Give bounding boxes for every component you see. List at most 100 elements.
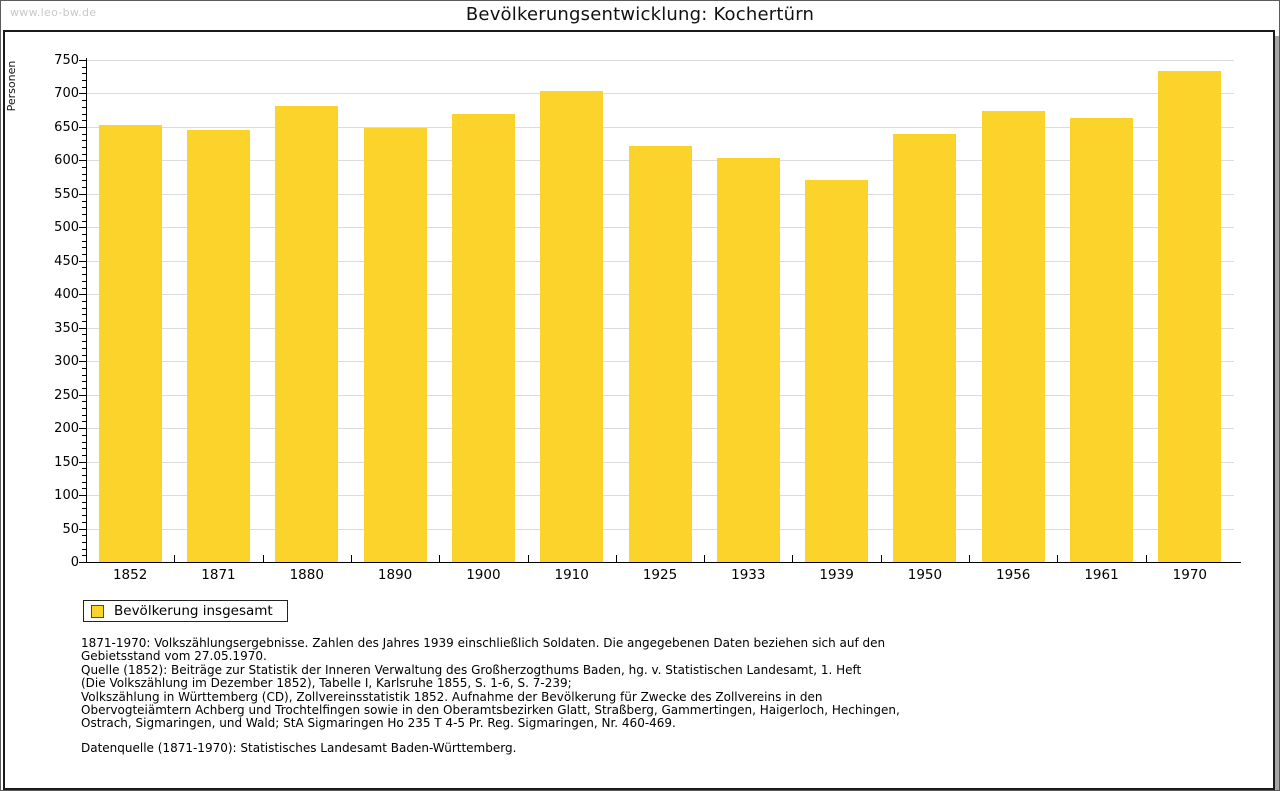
x-boundary-tick xyxy=(969,555,971,562)
y-tick-label: 50 xyxy=(62,521,79,537)
gridline xyxy=(86,126,1234,128)
y-minor-tick xyxy=(82,421,86,423)
footnote-line: Obervogteiämtern Achberg und Trochtelfin… xyxy=(81,703,900,718)
page-title: Bevölkerungsentwicklung: Kochertürn xyxy=(465,4,815,25)
x-boundary-tick xyxy=(262,555,264,562)
y-minor-tick xyxy=(82,408,86,410)
bar xyxy=(275,106,339,562)
x-tick-label: 1950 xyxy=(907,567,943,583)
y-major-tick xyxy=(79,60,86,61)
y-minor-tick xyxy=(82,354,86,356)
x-tick-label: 1925 xyxy=(642,567,678,583)
y-minor-tick xyxy=(82,140,86,142)
y-major-tick xyxy=(79,361,86,363)
y-minor-tick xyxy=(82,555,86,557)
y-tick-label: 0 xyxy=(70,555,79,570)
bar xyxy=(1070,118,1134,562)
x-tick-label: 1961 xyxy=(1084,567,1119,583)
x-tick-label: 1956 xyxy=(996,567,1031,583)
y-tick-label: 300 xyxy=(54,354,79,370)
y-major-tick xyxy=(79,327,86,329)
y-major-tick xyxy=(79,461,86,463)
x-boundary-tick xyxy=(350,555,352,562)
x-tick-label: 1933 xyxy=(731,567,766,583)
y-minor-tick xyxy=(82,321,86,323)
x-tick-label: 1871 xyxy=(201,567,236,583)
footnote-line: Quelle (1852): Beiträge zur Statistik de… xyxy=(81,662,862,677)
y-minor-tick xyxy=(82,414,86,416)
y-minor-tick xyxy=(82,240,86,242)
y-minor-tick xyxy=(82,501,86,503)
x-tick-label: 1880 xyxy=(289,567,324,583)
y-tick-label: 350 xyxy=(54,320,79,336)
y-major-tick xyxy=(79,227,86,229)
y-minor-tick xyxy=(82,167,86,169)
x-tick-label: 1939 xyxy=(819,567,854,583)
y-minor-tick xyxy=(82,187,86,189)
y-minor-tick xyxy=(82,441,86,443)
y-minor-tick xyxy=(82,180,86,182)
y-major-tick xyxy=(79,126,86,128)
y-tick-label: 550 xyxy=(54,186,79,202)
y-tick-label: 200 xyxy=(54,421,79,437)
y-minor-tick xyxy=(82,454,86,456)
y-minor-tick xyxy=(82,280,86,282)
y-axis-line xyxy=(86,58,87,563)
y-minor-tick xyxy=(82,508,86,510)
y-tick-label: 450 xyxy=(54,253,79,269)
y-minor-tick xyxy=(82,488,86,490)
y-minor-tick xyxy=(82,367,86,369)
footnote-line: 1871-1970: Volkszählungsergebnisse. Zahl… xyxy=(81,636,886,650)
bar xyxy=(540,91,604,562)
y-tick-label: 400 xyxy=(54,287,79,303)
y-minor-tick xyxy=(82,274,86,276)
y-tick-label: 700 xyxy=(54,86,79,102)
y-minor-tick xyxy=(82,254,86,256)
y-minor-tick xyxy=(82,120,86,122)
x-boundary-tick xyxy=(174,555,176,562)
y-minor-tick xyxy=(82,73,86,75)
y-tick-label: 600 xyxy=(54,153,79,169)
y-major-tick xyxy=(79,93,86,95)
y-minor-tick xyxy=(82,468,86,470)
bar xyxy=(186,130,250,562)
x-tick-label: 1890 xyxy=(377,567,413,583)
y-minor-tick xyxy=(82,521,86,523)
y-major-tick xyxy=(79,528,86,530)
x-boundary-tick xyxy=(1057,555,1059,562)
x-tick-label: 1900 xyxy=(466,567,501,583)
y-minor-tick xyxy=(82,347,86,349)
x-boundary-tick xyxy=(792,555,794,562)
y-minor-tick xyxy=(82,434,86,436)
bar xyxy=(628,145,692,562)
y-minor-tick xyxy=(82,106,86,108)
footnote-line: Gebietsstand vom 27.05.1970. xyxy=(81,649,267,664)
y-minor-tick xyxy=(82,387,86,389)
x-axis-line xyxy=(86,562,1241,563)
y-major-tick xyxy=(79,394,86,396)
y-minor-tick xyxy=(82,374,86,376)
y-minor-tick xyxy=(82,66,86,68)
footnote-line: (Die Volkszählung im Dezember 1852), Tab… xyxy=(81,676,572,691)
y-minor-tick xyxy=(82,147,86,148)
y-major-tick xyxy=(79,495,86,497)
y-minor-tick xyxy=(82,515,86,517)
y-minor-tick xyxy=(82,341,86,343)
y-minor-tick xyxy=(82,548,86,550)
footnote-line: Volkszählung in Württemberg (CD), Zollve… xyxy=(81,689,823,704)
x-boundary-tick xyxy=(439,555,441,562)
y-minor-tick xyxy=(82,541,86,543)
y-minor-tick xyxy=(82,200,86,202)
footnote-line: Ostrach, Sigmaringen, und Wald; StA Sigm… xyxy=(81,716,676,731)
y-minor-tick xyxy=(82,474,86,476)
bar xyxy=(893,134,957,562)
footnotes: 1871-1970: Volkszählungsergebnisse. Zahl… xyxy=(81,636,1181,731)
gridline xyxy=(86,93,1234,95)
legend-swatch-icon xyxy=(91,604,104,618)
y-minor-tick xyxy=(82,86,86,88)
y-major-tick xyxy=(79,562,86,563)
y-minor-tick xyxy=(82,100,86,102)
x-tick-label: 1910 xyxy=(554,567,589,583)
legend: Bevölkerung insgesamt xyxy=(83,600,288,622)
